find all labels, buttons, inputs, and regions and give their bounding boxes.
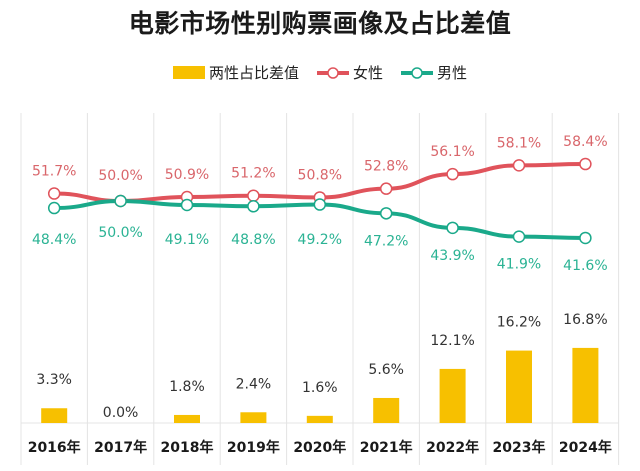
- bar-value-label: 3.3%: [36, 372, 72, 388]
- bar-value-label: 16.2%: [497, 315, 541, 331]
- x-axis-tick-label: 2021年: [360, 439, 413, 456]
- line-marker-icon: [316, 66, 349, 79]
- legend-item-gap: 两性占比差值: [172, 62, 299, 83]
- data-point-marker: [47, 201, 61, 215]
- bar-value-label: 5.6%: [368, 362, 404, 378]
- female-value-label: 51.7%: [32, 164, 76, 180]
- female-value-label: 50.9%: [165, 167, 209, 183]
- x-axis-tick-label: 2023年: [493, 439, 546, 456]
- data-point-marker: [512, 159, 526, 172]
- bar: [240, 412, 267, 423]
- bar: [506, 350, 532, 423]
- x-axis-tick-label: 2020年: [293, 439, 346, 456]
- male-value-label: 49.1%: [165, 232, 209, 248]
- legend-item-female: 女性: [316, 62, 383, 83]
- bar-swatch-icon: [172, 66, 205, 79]
- female-value-label: 58.4%: [563, 134, 607, 150]
- legend: 两性占比差值 女性 男性: [0, 62, 640, 83]
- data-point-marker: [579, 231, 592, 245]
- bar-value-label: 2.4%: [236, 376, 272, 392]
- male-value-label: 48.8%: [231, 232, 275, 248]
- chart-title: 电影市场性别购票画像及占比差值: [128, 9, 512, 38]
- legend-item-male: 男性: [401, 62, 467, 83]
- data-point-marker: [379, 207, 393, 220]
- female-value-label: 58.1%: [497, 135, 541, 151]
- male-value-label: 47.2%: [364, 233, 408, 249]
- legend-label: 男性: [437, 64, 468, 82]
- data-point-marker: [180, 198, 194, 212]
- data-point-marker: [247, 189, 260, 202]
- data-point-marker: [512, 230, 526, 243]
- bar-value-label: 1.8%: [169, 379, 205, 395]
- line-marker-icon: [401, 66, 433, 79]
- bar: [306, 415, 333, 423]
- x-axis-tick-label: 2019年: [227, 439, 280, 456]
- female-value-label: 51.2%: [231, 166, 275, 182]
- legend-label: 女性: [352, 64, 383, 82]
- bar: [572, 347, 599, 423]
- male-value-label: 43.9%: [430, 248, 474, 264]
- female-value-label: 50.8%: [298, 167, 342, 183]
- male-value-label: 41.9%: [497, 257, 541, 273]
- bar-value-label: 0.0%: [103, 405, 139, 421]
- x-axis-tick-label: 2022年: [426, 439, 479, 456]
- legend-label: 两性占比差值: [208, 64, 299, 82]
- bar: [41, 408, 68, 423]
- bar-value-label: 1.6%: [302, 380, 338, 396]
- bar: [439, 368, 466, 423]
- female-value-label: 50.0%: [98, 168, 142, 184]
- x-axis-tick-label: 2018年: [161, 439, 214, 456]
- male-value-label: 48.4%: [32, 232, 76, 248]
- data-point-marker: [446, 221, 459, 235]
- bar-value-label: 16.8%: [563, 312, 607, 328]
- data-point-marker: [313, 198, 327, 211]
- x-axis-tick-label: 2017年: [94, 439, 147, 456]
- female-value-label: 52.8%: [364, 159, 408, 175]
- data-point-marker: [379, 182, 393, 195]
- x-axis-tick-label: 2024年: [559, 439, 612, 456]
- bar-value-label: 12.1%: [430, 333, 474, 349]
- data-point-marker: [114, 194, 127, 208]
- male-value-label: 49.2%: [298, 232, 342, 248]
- bar: [174, 414, 200, 423]
- data-point-marker: [579, 157, 592, 171]
- data-point-marker: [446, 167, 459, 181]
- female-value-label: 56.1%: [430, 144, 474, 160]
- male-value-label: 50.0%: [98, 225, 142, 241]
- data-point-marker: [47, 187, 61, 200]
- x-axis-tick-label: 2016年: [28, 439, 81, 456]
- data-point-marker: [247, 200, 260, 213]
- bar: [373, 397, 400, 423]
- male-value-label: 41.6%: [563, 258, 607, 274]
